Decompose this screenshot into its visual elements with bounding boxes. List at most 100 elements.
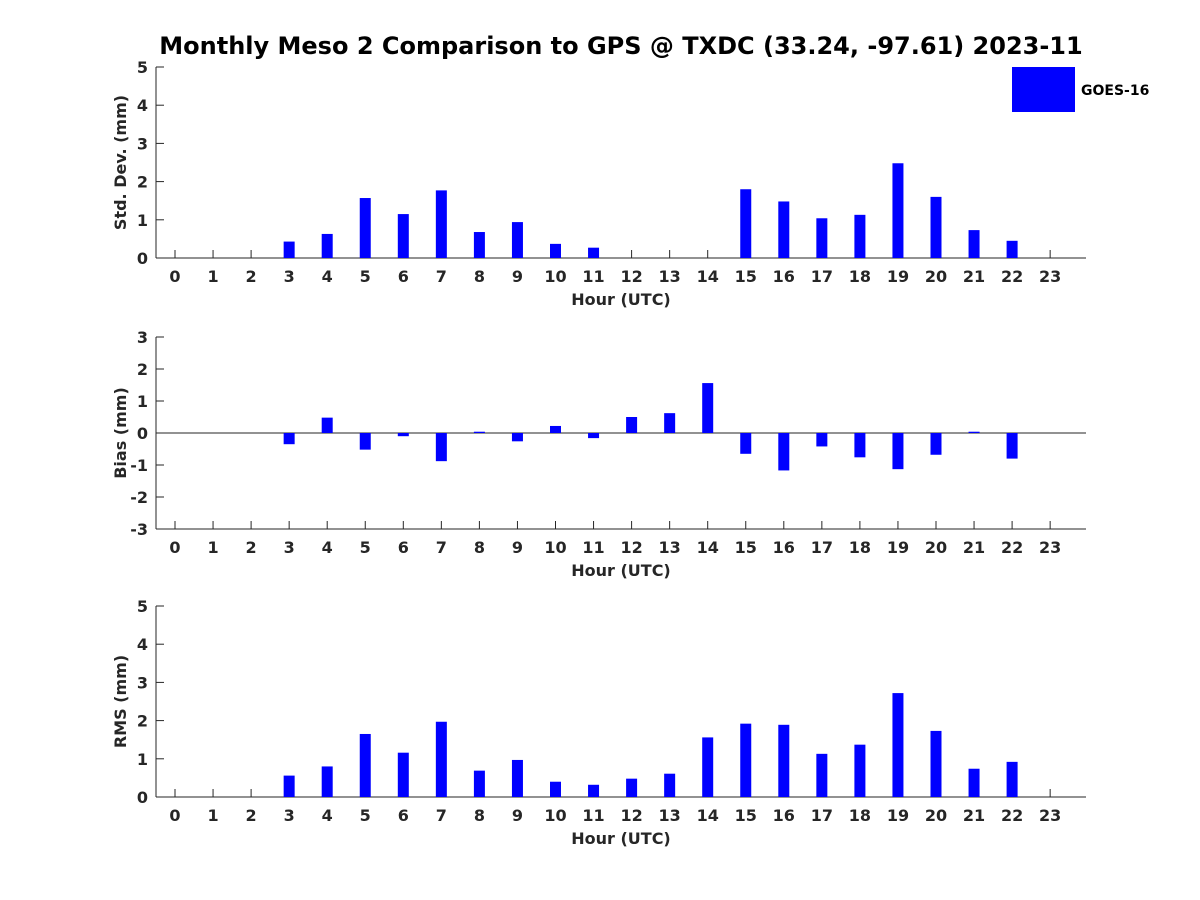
bias-bar-hour-10 [550,425,561,433]
std-dev-xtick-label: 6 [398,267,409,286]
std-dev-bar-hour-21 [968,230,980,258]
std-dev-xtick-label: 22 [1001,267,1023,286]
bias-xtick-label: 13 [659,538,681,557]
bias-xtick-label: 8 [474,538,485,557]
std-dev-xtick-label: 13 [659,267,681,286]
std-dev-xtick-label: 23 [1039,267,1061,286]
std-dev-ytick-label: 5 [137,58,148,77]
rms-bar-hour-17 [816,753,828,797]
rms-xtick-label: 5 [360,806,371,825]
std-dev-ytick-label: 4 [137,96,148,115]
bias-xtick-label: 1 [207,538,218,557]
std-dev-xtick-label: 15 [735,267,757,286]
rms-xtick-label: 22 [1001,806,1023,825]
rms-xtick-label: 4 [322,806,333,825]
bias-xtick-label: 2 [246,538,257,557]
rms-ylabel: RMS (mm) [111,655,130,748]
std-dev-xtick-label: 9 [512,267,523,286]
rms-xtick-label: 14 [697,806,719,825]
rms-bar-hour-9 [511,759,523,797]
bias-bar-hour-6 [397,433,409,437]
std-dev-xtick-label: 4 [322,267,333,286]
rms-bar-hour-12 [626,778,638,797]
rms-xtick-label: 1 [207,806,218,825]
bias-xtick-label: 0 [169,538,180,557]
bias-xtick-label: 19 [887,538,909,557]
rms-bar-hour-21 [968,768,980,797]
bias-ytick-label: 1 [137,392,148,411]
std-dev-bar-hour-7 [435,190,447,258]
bias-bar-hour-16 [778,433,790,471]
bias-ylabel: Bias (mm) [111,387,130,479]
std-dev-bar-hour-6 [397,214,409,258]
chart-title: Monthly Meso 2 Comparison to GPS @ TXDC … [159,32,1082,60]
rms-xtick-label: 3 [284,806,295,825]
bias-ytick-label: -1 [130,456,148,475]
bias-xtick-label: 18 [849,538,871,557]
std-dev-xtick-label: 18 [849,267,871,286]
std-dev-bar-hour-22 [1006,240,1018,258]
bias-bar-hour-3 [283,433,295,445]
std-dev-xtick-label: 7 [436,267,447,286]
legend: GOES-16 [1012,67,1149,112]
bias-xtick-label: 23 [1039,538,1061,557]
bias-xtick-label: 22 [1001,538,1023,557]
bias-bar-hour-19 [892,433,904,470]
bias-bar-hour-5 [359,433,371,450]
std-dev-xtick-label: 1 [207,267,218,286]
rms-xtick-label: 18 [849,806,871,825]
rms-xtick-label: 10 [544,806,566,825]
rms-bar-hour-16 [778,724,790,797]
rms-xtick-label: 8 [474,806,485,825]
rms-xlabel: Hour (UTC) [571,829,671,848]
bias-xtick-label: 10 [544,538,566,557]
std-dev-bar-hour-19 [892,163,904,258]
rms-bar-hour-19 [892,693,904,797]
rms-bar-hour-15 [740,723,752,797]
std-dev-ytick-label: 2 [137,173,148,192]
std-dev-bar-hour-11 [588,247,600,258]
bias-bar-hour-9 [511,433,523,442]
bias-bar-hour-17 [816,433,828,447]
bias-bar-hour-11 [588,433,600,439]
bias-bar-hour-20 [930,433,942,455]
std-dev-ytick-label: 1 [137,211,148,230]
std-dev-xtick-label: 17 [811,267,833,286]
rms-xtick-label: 6 [398,806,409,825]
bias-ytick-label: -2 [130,488,148,507]
bias-xtick-label: 16 [773,538,795,557]
bias-bar-hour-12 [626,417,638,433]
bias-xtick-label: 17 [811,538,833,557]
rms-bar-hour-14 [702,737,714,797]
std-dev-bar-hour-18 [854,214,866,258]
bias-xtick-label: 20 [925,538,947,557]
bias-ytick-label: 2 [137,360,148,379]
rms-xtick-label: 16 [773,806,795,825]
rms-ytick-label: 4 [137,635,148,654]
rms-xtick-label: 9 [512,806,523,825]
std-dev-bar-hour-3 [283,241,295,258]
std-dev-bar-hour-10 [550,243,561,258]
rms-bar-hour-20 [930,730,942,797]
bias-bar-hour-14 [702,383,714,433]
bias-xtick-label: 6 [398,538,409,557]
rms-ytick-label: 1 [137,750,148,769]
bias-bar-hour-22 [1006,433,1018,459]
std-dev-ytick-label: 0 [137,249,148,268]
std-dev-bar-hour-17 [816,218,828,258]
std-dev-xtick-label: 11 [582,267,604,286]
rms-ytick-label: 2 [137,712,148,731]
rms-bar-hour-10 [550,781,561,797]
bias-xtick-label: 12 [620,538,642,557]
std-dev-xtick-label: 20 [925,267,947,286]
rms-bar-hour-4 [321,766,333,797]
rms-bar-hour-7 [435,721,447,797]
rms-xtick-label: 17 [811,806,833,825]
rms-ytick-label: 5 [137,597,148,616]
bias-xtick-label: 5 [360,538,371,557]
rms-xtick-label: 12 [620,806,642,825]
std-dev-ylabel: Std. Dev. (mm) [111,95,130,230]
std-dev-xtick-label: 8 [474,267,485,286]
